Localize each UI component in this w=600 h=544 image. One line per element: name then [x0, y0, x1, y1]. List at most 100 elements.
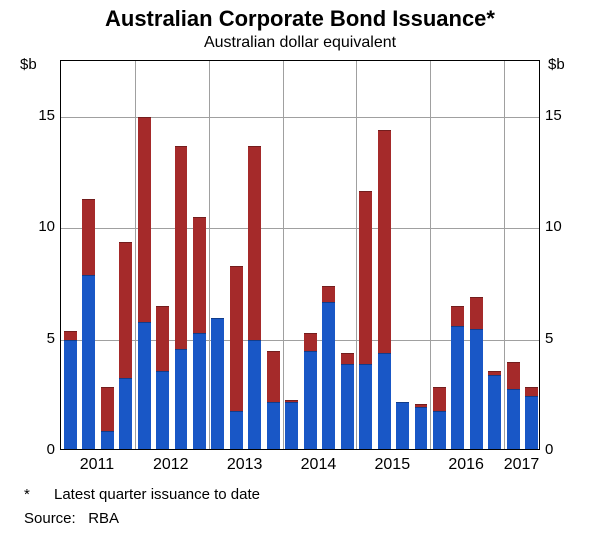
bar	[507, 362, 520, 449]
bar-segment-other	[322, 302, 335, 449]
bar-segment-resource	[175, 146, 188, 349]
plot-area	[60, 60, 540, 450]
bar	[119, 242, 132, 449]
bar-segment-other	[156, 371, 169, 449]
bar-segment-other	[433, 411, 446, 449]
bar	[488, 371, 501, 449]
bar-segment-other	[211, 318, 224, 449]
bar-segment-other	[64, 340, 77, 449]
x-year-label: 2013	[227, 456, 263, 474]
bar-segment-other	[304, 351, 317, 449]
bar	[285, 400, 298, 449]
bar-segment-resource	[451, 306, 464, 326]
bar-segment-other	[119, 378, 132, 449]
year-separator	[135, 61, 136, 449]
bar	[211, 318, 224, 449]
bar	[433, 387, 446, 449]
bar	[378, 130, 391, 449]
bar-segment-other	[230, 411, 243, 449]
bar-segment-resource	[193, 217, 206, 333]
source-line: Source: RBA	[24, 510, 119, 527]
y-tick-label: 10	[15, 218, 55, 235]
chart-container: Australian Corporate Bond Issuance* Aust…	[0, 0, 600, 544]
bar-segment-resource	[433, 387, 446, 412]
year-separator	[209, 61, 210, 449]
bar-segment-resource	[507, 362, 520, 389]
bar-segment-other	[415, 407, 428, 449]
bar-segment-resource	[64, 331, 77, 340]
bar-segment-other	[396, 402, 409, 449]
bar	[267, 351, 280, 449]
bar-segment-other	[248, 340, 261, 449]
bar	[525, 387, 538, 449]
bar-segment-resource	[470, 297, 483, 328]
y-tick-label: 0	[15, 441, 55, 458]
bar-segment-resource	[341, 353, 354, 364]
bar-segment-other	[359, 364, 372, 449]
chart-title: Australian Corporate Bond Issuance*	[0, 0, 600, 32]
bar	[193, 217, 206, 449]
bar-segment-resource	[304, 333, 317, 351]
x-year-label: 2011	[80, 456, 114, 474]
year-separator	[430, 61, 431, 449]
bar-segment-resource	[525, 387, 538, 396]
bar-segment-other	[378, 353, 391, 449]
bar	[64, 331, 77, 449]
source-value: RBA	[88, 510, 119, 527]
bar-segment-other	[138, 322, 151, 449]
bar-segment-resource	[156, 306, 169, 371]
bar-segment-resource	[230, 266, 243, 411]
bar-segment-resource	[101, 387, 114, 432]
bar-segment-other	[470, 329, 483, 449]
x-year-label: 2017	[504, 456, 540, 474]
y-tick-label: 5	[15, 330, 55, 347]
year-separator	[283, 61, 284, 449]
bar	[341, 353, 354, 449]
x-year-label: 2012	[153, 456, 189, 474]
y-tick-label: 5	[545, 330, 585, 347]
bar	[138, 117, 151, 449]
bar-segment-resource	[119, 242, 132, 378]
bar-segment-other	[525, 396, 538, 449]
y-tick-label: 0	[545, 441, 585, 458]
bar-segment-other	[193, 333, 206, 449]
gridline	[61, 340, 539, 341]
bar-segment-resource	[378, 130, 391, 353]
bar-segment-resource	[267, 351, 280, 402]
bar-segment-resource	[138, 117, 151, 322]
bar	[396, 402, 409, 449]
bar-segment-other	[488, 375, 501, 449]
bar	[322, 286, 335, 449]
bar-segment-other	[285, 402, 298, 449]
y-tick-label: 15	[15, 107, 55, 124]
x-year-label: 2015	[375, 456, 411, 474]
bar	[156, 306, 169, 449]
bar	[82, 199, 95, 449]
gridline	[61, 117, 539, 118]
bar-segment-other	[451, 326, 464, 449]
y-tick-label: 10	[545, 218, 585, 235]
year-separator	[504, 61, 505, 449]
bar-segment-other	[341, 364, 354, 449]
footnote: * Latest quarter issuance to date	[24, 486, 260, 503]
x-year-label: 2014	[301, 456, 337, 474]
gridline	[61, 228, 539, 229]
bar	[230, 266, 243, 449]
footnote-text: Latest quarter issuance to date	[54, 486, 260, 503]
bar-segment-resource	[322, 286, 335, 302]
bar	[175, 146, 188, 449]
y-tick-label: 15	[545, 107, 585, 124]
bar	[304, 333, 317, 449]
bar-segment-other	[101, 431, 114, 449]
bar-segment-other	[267, 402, 280, 449]
y-axis-title-right: $b	[548, 56, 565, 73]
bar-segment-other	[175, 349, 188, 449]
source-label: Source:	[24, 510, 76, 527]
footnote-mark: *	[24, 486, 54, 503]
bar-segment-other	[82, 275, 95, 449]
bar	[359, 191, 372, 450]
bar-segment-resource	[248, 146, 261, 340]
bar	[451, 306, 464, 449]
year-separator	[356, 61, 357, 449]
bar	[415, 404, 428, 449]
